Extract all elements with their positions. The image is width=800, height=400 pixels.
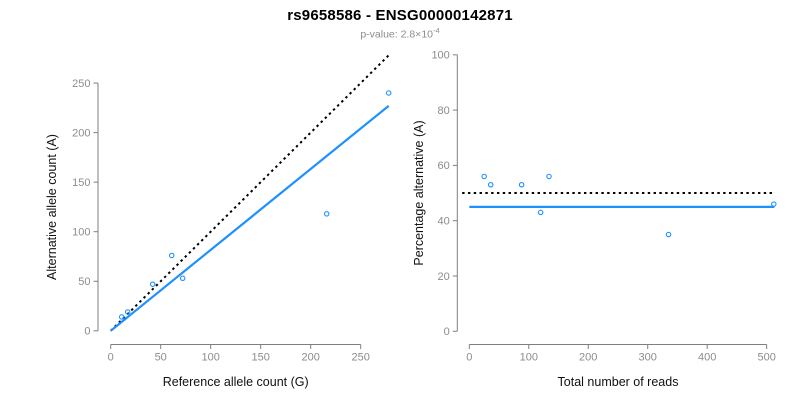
x-tick-label: 250 — [352, 352, 370, 364]
data-point — [385, 90, 392, 96]
data-point — [124, 309, 131, 315]
x-tick-label: 200 — [579, 352, 597, 364]
data-point — [487, 182, 494, 188]
data-point — [537, 209, 544, 216]
x-tick-label: 50 — [155, 352, 167, 364]
pvalue-text: p-value: 2.8×10 — [360, 28, 433, 41]
x-tick-label: 150 — [252, 352, 270, 364]
y-tick-label: 0 — [84, 326, 90, 338]
pvalue-exponent: -4 — [433, 26, 440, 35]
y-tick-label: 250 — [72, 78, 90, 90]
y-tick-label: 40 — [438, 216, 450, 228]
y-tick-label: 150 — [72, 177, 90, 189]
data-point — [323, 211, 330, 217]
y-tick-label: 50 — [78, 276, 90, 288]
x-tick-label: 300 — [639, 352, 657, 364]
data-point — [481, 173, 487, 180]
x-tick-label: 0 — [108, 352, 114, 364]
x-axis-title: Reference allele count (G) — [163, 375, 309, 389]
data-point — [518, 182, 525, 188]
y-tick-label: 80 — [438, 105, 450, 117]
y-tick-label: 200 — [72, 127, 90, 139]
data-point — [546, 173, 552, 180]
data-point — [118, 314, 125, 320]
panel-allele-counts: 0 50 100 150 200 250 0 50 100 150 200 250 Reference … — [45, 53, 392, 389]
identity-line — [109, 53, 391, 332]
y-tick-label: 20 — [438, 271, 450, 283]
panel-percentage-vs-reads: 0 20 40 60 80 100 0 100 200 300 400 500 Total number… — [412, 50, 777, 389]
y-tick-label: 100 — [431, 50, 449, 62]
y-tick-label: 100 — [72, 227, 90, 239]
data-point — [168, 252, 175, 259]
y-tick-label: 60 — [438, 160, 450, 172]
data-point — [179, 275, 186, 282]
data-point — [771, 201, 777, 207]
x-tick-label: 100 — [202, 352, 220, 364]
x-tick-label: 0 — [466, 352, 472, 364]
y-axis-title: Alternative allele count (A) — [45, 134, 59, 280]
y-tick-label: 0 — [444, 326, 450, 338]
x-tick-label: 500 — [757, 352, 775, 364]
x-tick-label: 400 — [698, 352, 716, 364]
fit-line — [110, 104, 390, 332]
data-point — [665, 231, 672, 238]
data-point — [149, 281, 156, 287]
x-axis-title: Total number of reads — [558, 375, 679, 389]
plot-subtitle: p-value: 2.8×10-4 — [0, 26, 800, 41]
y-axis-title: Percentage alternative (A) — [412, 120, 426, 265]
plot-title: rs9658586 - ENSG00000142871 — [287, 7, 513, 24]
x-tick-label: 200 — [302, 352, 320, 364]
x-tick-label: 100 — [520, 352, 538, 364]
